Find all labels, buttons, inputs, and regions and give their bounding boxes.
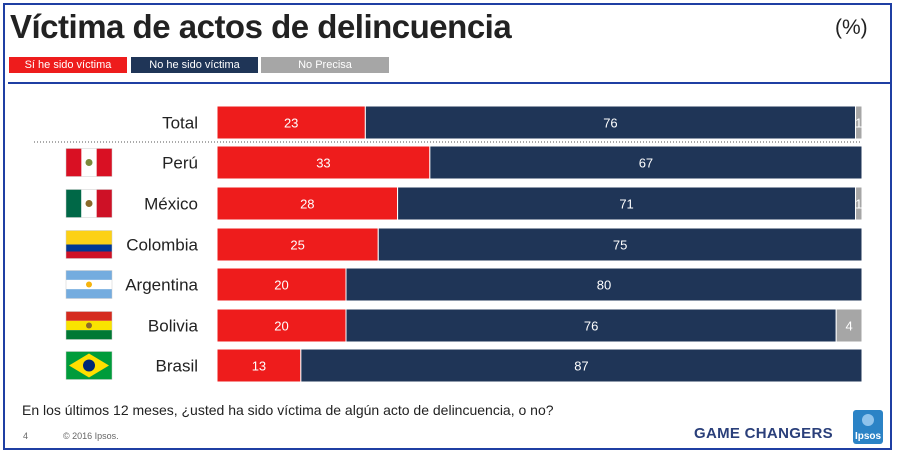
argentina-flag-sun xyxy=(86,281,92,288)
legend-victim: Sí he sido víctima xyxy=(9,57,127,73)
peru-flag-emblem xyxy=(85,159,93,166)
mexico-flag-emblem xyxy=(85,200,93,207)
legend-not-victim: No he sido víctima xyxy=(131,57,258,73)
category-label: Total xyxy=(162,114,198,133)
bar-segment xyxy=(855,186,863,221)
bolivia-flag-emblem xyxy=(86,322,92,329)
data-label: 76 xyxy=(584,319,598,334)
colombia-flag-yellow xyxy=(66,230,112,245)
peru-flag xyxy=(65,148,113,177)
ipsos-logo: Ipsos xyxy=(853,410,883,444)
page-title: Víctima de actos de delincuencia xyxy=(10,8,512,45)
bolivia-flag xyxy=(65,311,113,340)
category-label: Bolivia xyxy=(148,317,199,336)
bar-segment xyxy=(377,227,863,262)
bolivia-flag-red xyxy=(66,311,112,321)
bar-segment xyxy=(345,308,837,343)
mexico-flag-green xyxy=(66,189,82,218)
category-label: Argentina xyxy=(125,276,198,295)
data-label: 1 xyxy=(855,116,862,131)
bar-segment xyxy=(216,186,399,221)
data-label: 20 xyxy=(274,278,288,293)
data-label: 80 xyxy=(597,278,611,293)
mexico-flag-red xyxy=(96,189,112,218)
data-label: 1 xyxy=(855,197,862,212)
stacked-bar-chart: Total 23 76 1 Perú 33 67 México 28 71 1 Colombia 25 7… xyxy=(34,105,863,383)
category-label: Perú xyxy=(162,154,198,173)
category-label: Brasil xyxy=(155,357,198,376)
unit-label: (%) xyxy=(835,16,868,39)
colombia-flag xyxy=(65,230,113,259)
data-label: 13 xyxy=(252,359,266,374)
bar-segment xyxy=(397,186,857,221)
data-label: 33 xyxy=(316,156,330,171)
copyright: © 2016 Ipsos. xyxy=(63,431,119,441)
bar-segment xyxy=(429,145,863,180)
bar-segment xyxy=(345,267,863,302)
brazil-flag xyxy=(65,351,113,380)
data-label: 23 xyxy=(284,116,298,131)
bar-segment xyxy=(216,105,366,140)
brazil-flag-globe xyxy=(83,359,95,372)
bar-segment xyxy=(855,105,863,140)
data-label: 71 xyxy=(619,197,633,212)
category-label: Colombia xyxy=(126,236,198,255)
data-label: 20 xyxy=(274,319,288,334)
data-label: 76 xyxy=(603,116,617,131)
colombia-flag-blue xyxy=(66,244,112,252)
bar-segment xyxy=(835,308,863,343)
bar-segment xyxy=(216,227,379,262)
legend-no-answer: No Precisa xyxy=(261,57,389,73)
data-label: 87 xyxy=(574,359,588,374)
bar-segment xyxy=(300,348,863,383)
data-label: 28 xyxy=(300,197,314,212)
data-label: 25 xyxy=(290,238,304,253)
bar-segment xyxy=(364,105,857,140)
bar-segment xyxy=(216,267,347,302)
page-number: 4 xyxy=(23,431,29,441)
logo-text: Ipsos xyxy=(854,431,882,442)
category-label: México xyxy=(144,195,198,214)
header-divider xyxy=(8,82,892,84)
slide-frame xyxy=(3,3,892,450)
mexico-flag xyxy=(65,189,113,218)
survey-question: En los últimos 12 meses, ¿usted ha sido … xyxy=(22,402,554,418)
argentina-flag xyxy=(65,270,113,299)
data-label: 4 xyxy=(845,319,852,334)
colombia-flag-red xyxy=(66,251,112,259)
data-label: 75 xyxy=(613,238,627,253)
bar-segment xyxy=(216,145,431,180)
bolivia-flag-green xyxy=(66,330,112,340)
data-label: 67 xyxy=(639,156,653,171)
tagline: GAME CHANGERS xyxy=(694,425,833,442)
